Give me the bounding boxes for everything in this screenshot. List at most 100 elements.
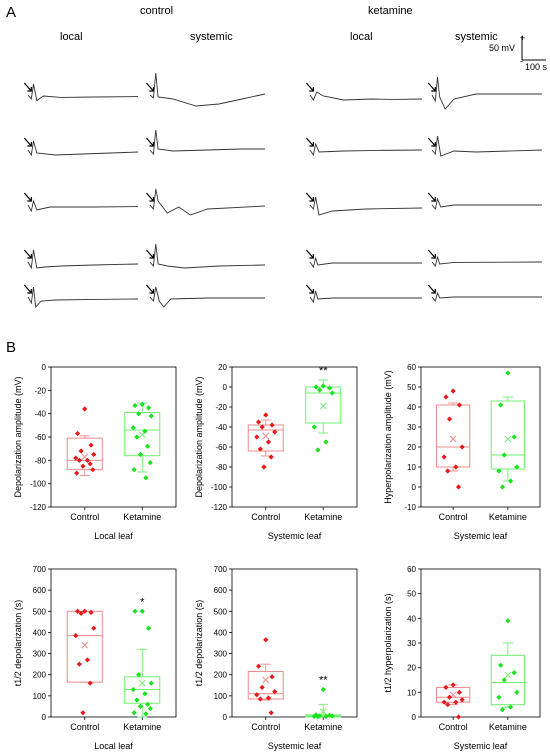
- y-tick-label: -100: [30, 480, 47, 489]
- data-point-control: [268, 454, 274, 460]
- x-tick-label-control: Control: [70, 512, 99, 522]
- data-point-control: [74, 470, 80, 476]
- box-chart-2: -120 -100 -80 -60 -40 -20 0 20 Control Ketamine **…: [194, 363, 358, 541]
- scale-bar-voltage: 50 mV: [489, 43, 515, 53]
- data-point-ketamine: [317, 387, 323, 393]
- y-tick-label: 300: [33, 650, 47, 659]
- y-tick-label: 20: [407, 664, 416, 673]
- box-ketamine: [124, 412, 161, 457]
- stimulus-arrow-icon: [305, 137, 314, 147]
- x-axis-label: Systemic leaf: [268, 741, 322, 751]
- y-tick-label: 700: [33, 565, 47, 574]
- data-point-ketamine: [320, 383, 326, 389]
- data-point-control: [263, 637, 269, 643]
- data-point-control: [91, 451, 97, 458]
- trace-row2-col3: [309, 142, 423, 157]
- data-point-control: [76, 661, 82, 667]
- y-tick-label: 30: [407, 423, 416, 432]
- plot-frame: [231, 366, 358, 508]
- data-point-control: [84, 657, 91, 663]
- data-point-ketamine: [137, 703, 144, 710]
- y-tick-label: 50: [407, 590, 416, 599]
- x-tick-label-control: Control: [439, 722, 468, 732]
- data-point-control: [90, 467, 96, 473]
- y-tick-label: -80: [34, 456, 46, 465]
- data-point-ketamine: [134, 697, 140, 703]
- data-point-control: [268, 710, 274, 716]
- column-label-systemic-ketamine: systemic: [455, 31, 498, 43]
- x-tick-label-ketamine: Ketamine: [489, 512, 527, 522]
- scale-bar-minus: -: [520, 56, 523, 66]
- data-point-control: [80, 710, 86, 716]
- data-point-control: [91, 625, 97, 631]
- y-tick-label: 500: [214, 607, 228, 616]
- mean-marker: [262, 432, 270, 440]
- data-point-ketamine: [132, 608, 138, 614]
- data-point-ketamine: [498, 662, 504, 668]
- data-point-ketamine: [136, 411, 142, 417]
- data-point-control: [265, 439, 272, 445]
- group-label-control: control: [140, 5, 173, 17]
- trace-row4-col3: [309, 256, 422, 269]
- y-tick-label: 40: [407, 614, 416, 623]
- data-point-control: [455, 484, 462, 490]
- data-point-ketamine: [142, 691, 148, 697]
- mean-marker: [504, 435, 512, 443]
- y-tick-label: -100: [211, 483, 228, 492]
- data-point-ketamine: [147, 460, 153, 466]
- data-point-control: [441, 699, 447, 705]
- data-point-ketamine: [143, 475, 149, 481]
- data-point-control: [272, 689, 278, 695]
- y-tick-label: -60: [34, 433, 46, 442]
- stimulus-arrow-icon: [145, 284, 155, 294]
- trace-row5-col3: [309, 290, 422, 304]
- box-ketamine: [124, 676, 161, 704]
- data-point-ketamine: [145, 625, 152, 631]
- y-tick-label: 20: [218, 363, 227, 372]
- stimulus-arrow-icon: [427, 137, 436, 147]
- stimulus-arrow-icon: [145, 249, 155, 259]
- data-point-control: [263, 412, 269, 418]
- y-tick-label: 0: [223, 713, 228, 722]
- y-tick-label: 200: [214, 671, 228, 680]
- data-point-ketamine: [148, 413, 154, 419]
- stimulus-arrow-icon: [427, 284, 436, 294]
- y-tick-label: -40: [34, 410, 46, 419]
- plot-frame: [420, 366, 541, 508]
- significance-marker: *: [140, 596, 145, 608]
- mean-marker: [319, 708, 327, 716]
- stimulus-arrow-icon: [427, 249, 436, 259]
- data-point-control: [445, 468, 451, 474]
- data-point-ketamine: [496, 468, 502, 474]
- stimulus-arrow-icon: [305, 284, 314, 294]
- y-tick-label: -40: [215, 423, 227, 432]
- data-point-control: [456, 402, 463, 408]
- data-point-ketamine: [145, 701, 151, 707]
- data-point-control: [88, 442, 94, 448]
- data-point-control: [255, 419, 262, 425]
- data-point-ketamine: [313, 384, 319, 390]
- y-tick-label: 40: [407, 403, 416, 412]
- trace-row4-col1: [27, 249, 139, 270]
- data-point-ketamine: [131, 467, 137, 473]
- data-point-control: [455, 714, 462, 720]
- trace-row4-col2: [149, 243, 266, 269]
- stimulus-arrow-icon: [145, 192, 155, 202]
- stimulus-arrow-icon: [427, 192, 436, 202]
- data-point-ketamine: [315, 447, 321, 453]
- plot-frame: [420, 568, 541, 718]
- data-point-control: [80, 463, 86, 469]
- y-axis-label: t1/2 depolarization (s): [13, 600, 23, 687]
- trace-row3-col1: [27, 199, 139, 213]
- data-point-control: [257, 696, 263, 702]
- data-point-ketamine: [142, 428, 148, 434]
- stimulus-arrow-icon: [305, 249, 314, 259]
- trace-row5-col1: [27, 286, 139, 309]
- trace-row3-col2: [149, 188, 266, 216]
- data-point-control: [73, 633, 79, 639]
- y-tick-label: -20: [215, 403, 227, 412]
- y-tick-label: 0: [412, 713, 417, 722]
- y-tick-label: 600: [214, 586, 228, 595]
- data-point-control: [78, 610, 84, 616]
- y-tick-label: 400: [214, 628, 228, 637]
